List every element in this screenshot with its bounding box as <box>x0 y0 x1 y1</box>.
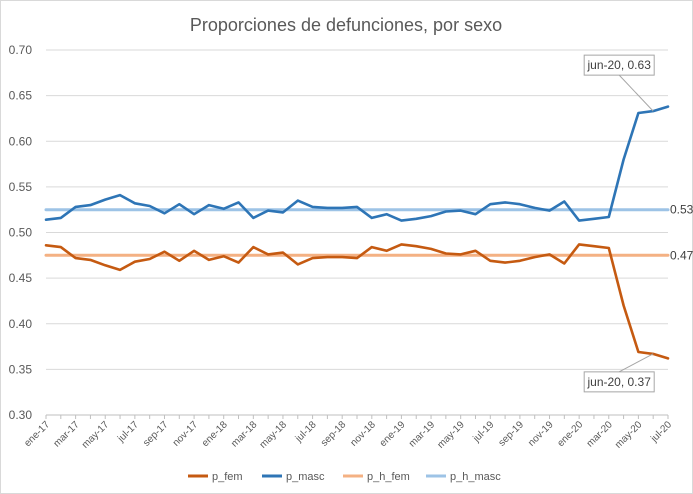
callout-label: jun-20, 0.63 <box>586 58 651 72</box>
series-line-p_masc <box>44 105 670 222</box>
legend-label-p_h_masc: p_h_masc <box>450 471 501 483</box>
legend-label-p_masc: p_masc <box>286 471 325 483</box>
legend-label-p_h_fem: p_h_fem <box>367 471 410 483</box>
y-tick-label: 0.40 <box>9 317 33 331</box>
end-label-p_h_masc: 0.53 <box>670 203 693 217</box>
chart-title: Proporciones de defunciones, por sexo <box>190 15 502 35</box>
y-tick-label: 0.65 <box>9 89 33 103</box>
callout-leader <box>618 74 654 112</box>
y-axis: 0.30 0.35 0.40 0.45 0.50 0.55 0.60 0.65 0.70 <box>9 43 33 422</box>
y-tick-label: 0.35 <box>9 362 33 376</box>
callout-leader <box>618 353 654 373</box>
y-tick-label: 0.50 <box>9 226 33 240</box>
series-group <box>44 105 670 360</box>
legend: p_fem p_masc p_h_fem p_h_masc <box>188 471 501 483</box>
y-tick-label: 0.30 <box>9 408 33 422</box>
callout-box <box>583 371 655 393</box>
labels-group: 0.53 0.47 jun-20, 0.63 jun-20, 0.37 <box>583 54 693 393</box>
y-tick-label: 0.70 <box>9 43 33 57</box>
y-tick-label: 0.55 <box>9 180 33 194</box>
series-line-p_fem <box>44 243 670 360</box>
y-tick-label: 0.60 <box>9 134 33 148</box>
end-label-p_h_fem: 0.47 <box>670 248 693 262</box>
legend-label-p_fem: p_fem <box>212 471 243 483</box>
callout-box <box>583 54 655 76</box>
callout-label: jun-20, 0.37 <box>586 375 651 389</box>
y-tick-label: 0.45 <box>9 271 33 285</box>
